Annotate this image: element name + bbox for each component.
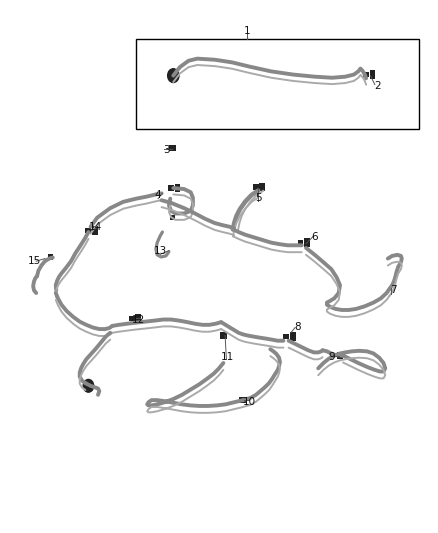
Text: 13: 13 [154, 246, 167, 256]
Bar [136, 38, 419, 128]
Text: 4: 4 [155, 190, 161, 200]
Bar [304, 238, 310, 247]
Bar [135, 314, 141, 322]
Circle shape [83, 379, 94, 392]
Bar [175, 184, 180, 192]
Text: 11: 11 [221, 352, 234, 361]
Text: 10: 10 [243, 397, 256, 407]
Text: 2: 2 [374, 81, 381, 91]
Text: 15: 15 [28, 256, 41, 266]
Bar [220, 332, 227, 338]
Text: 3: 3 [163, 145, 170, 155]
Text: 8: 8 [294, 322, 300, 333]
Bar [283, 334, 289, 339]
Bar [169, 145, 176, 151]
Bar [85, 228, 91, 233]
Bar [170, 215, 175, 220]
Text: 12: 12 [132, 314, 145, 325]
Bar [129, 316, 134, 321]
Bar [259, 183, 265, 191]
Bar [370, 70, 375, 79]
Text: 9: 9 [329, 352, 336, 361]
Text: 1: 1 [244, 26, 251, 36]
Bar [363, 72, 369, 77]
Bar [48, 254, 53, 260]
Circle shape [168, 69, 179, 83]
Bar [298, 240, 304, 245]
Text: 14: 14 [88, 222, 102, 232]
Bar [290, 332, 296, 341]
Bar [168, 185, 174, 191]
Text: 5: 5 [255, 192, 261, 203]
Bar [253, 184, 258, 190]
Bar [239, 397, 246, 403]
Text: 7: 7 [390, 285, 396, 295]
Bar [92, 226, 98, 235]
Text: 6: 6 [311, 232, 318, 243]
Bar [336, 352, 343, 359]
